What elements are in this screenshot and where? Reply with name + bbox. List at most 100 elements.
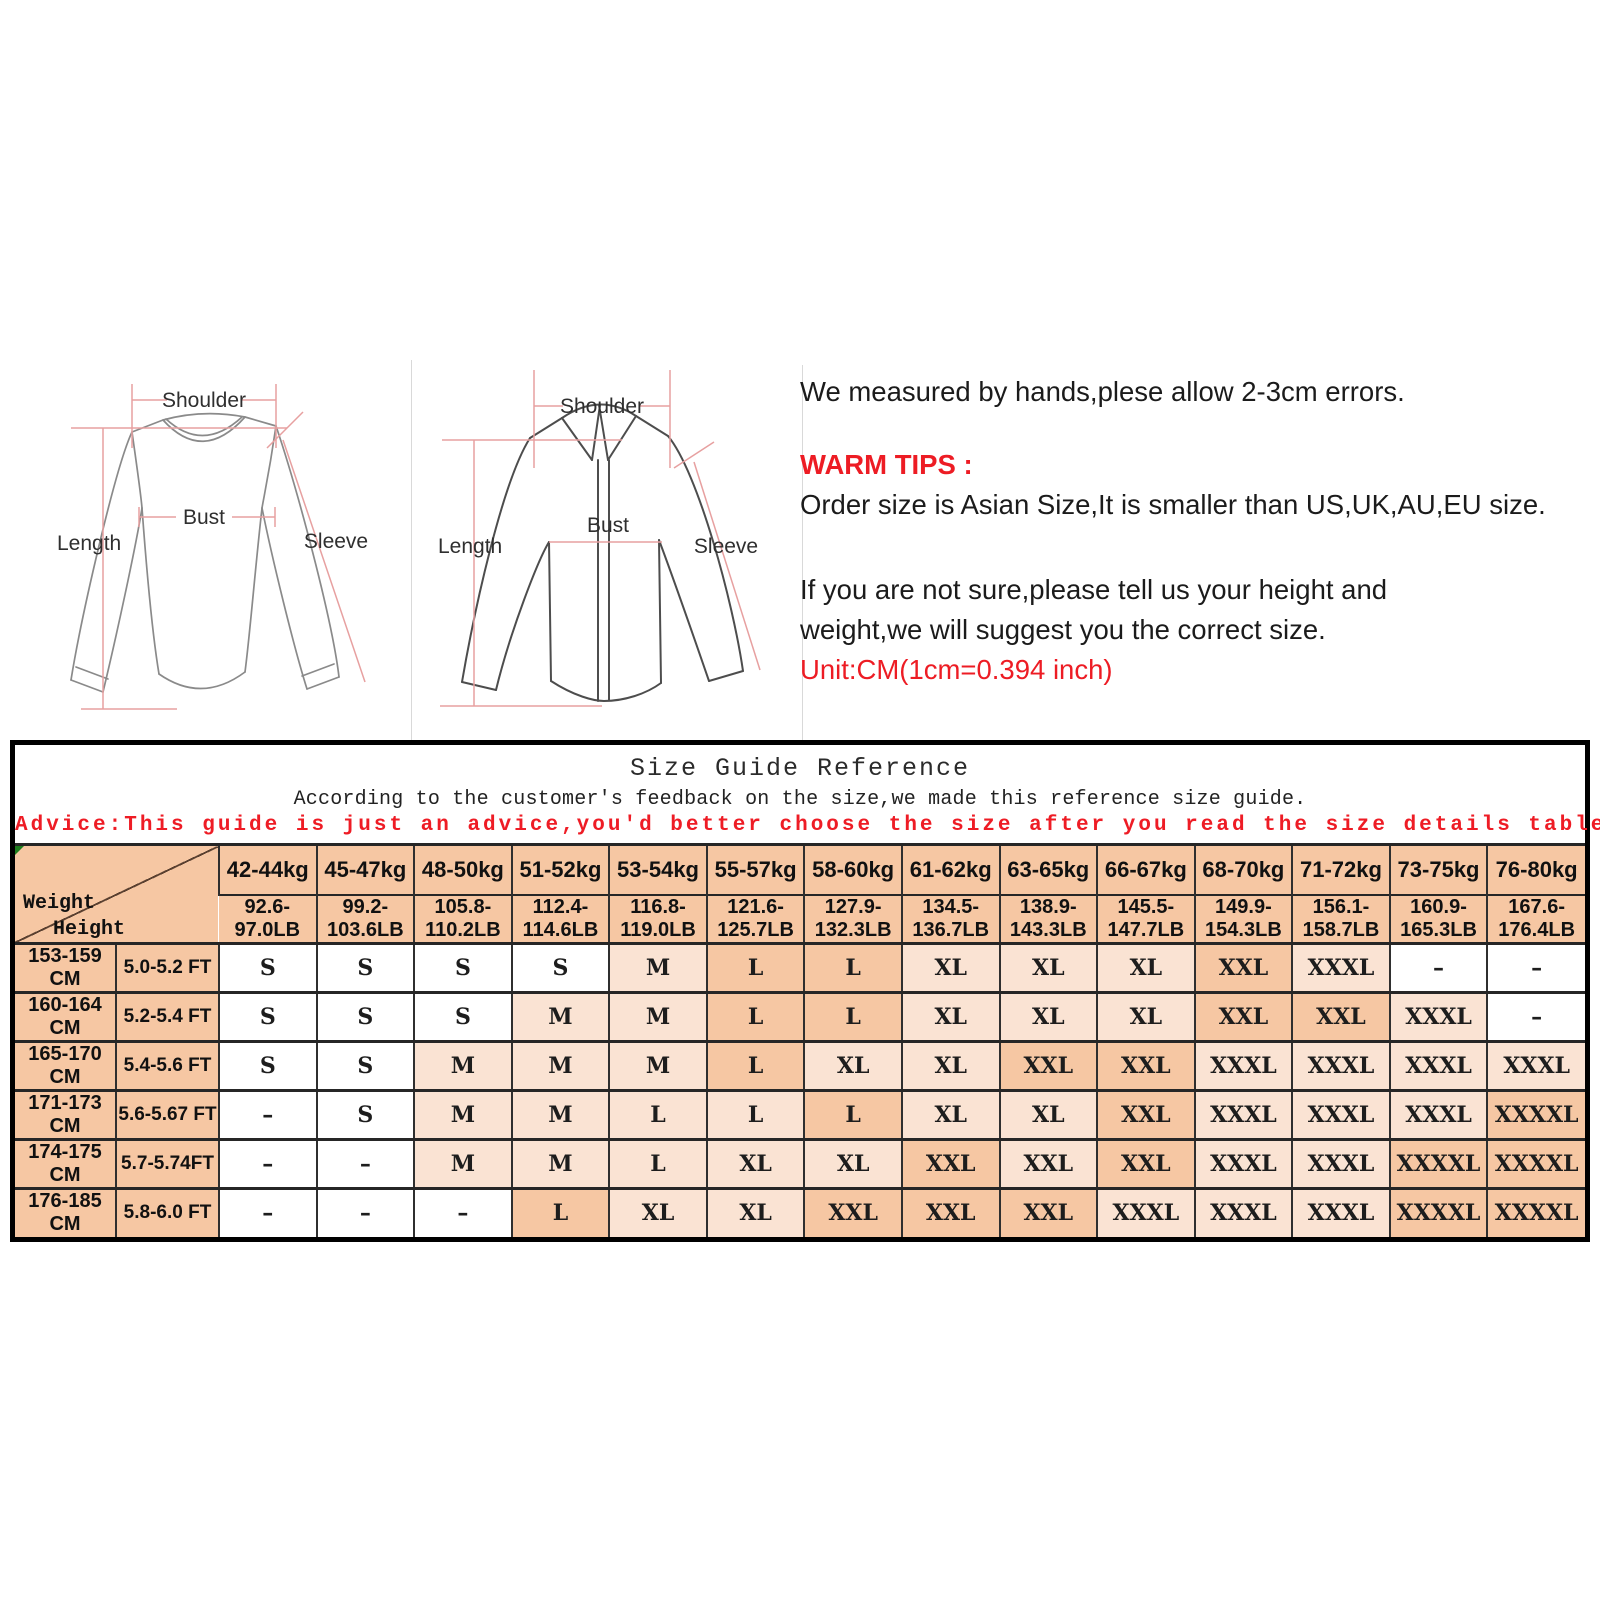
size-cell: – xyxy=(315,1137,415,1188)
height-cm-header: 171-173 CM xyxy=(15,1088,116,1139)
tee-shoulder-label: Shoulder xyxy=(162,389,246,412)
tee-bust-label: Bust xyxy=(183,506,225,529)
cm-unit: CM xyxy=(49,1016,81,1039)
lb-line: 154.3LB xyxy=(1205,918,1282,941)
table-row: 174-175 CM 5.7-5.74FT – – M M L XL XL XXL XXL XXL XXX… xyxy=(15,1137,1585,1188)
weight-kg-header: 71-72kg xyxy=(1291,843,1390,895)
weight-lb-header: 112.4- 114.6LB xyxy=(510,893,610,943)
height-cm-header: 174-175 CM xyxy=(15,1137,116,1188)
size-cell: L xyxy=(608,1088,707,1139)
lb-line: 116.8- xyxy=(630,895,686,918)
size-cell: XXL xyxy=(1096,1137,1195,1188)
table-row: 165-170 CM 5.4-5.6 FT S S M M M L XL XL XXL XXL XXXL X… xyxy=(15,1039,1585,1090)
size-cell: S xyxy=(413,990,512,1041)
cm-range: 176-185 xyxy=(28,1190,102,1213)
lb-line: 147.7LB xyxy=(1107,918,1185,941)
lb-line: 125.7LB xyxy=(717,918,794,941)
size-cell: XL xyxy=(1096,941,1195,992)
shirt-outline xyxy=(461,403,744,702)
lb-line: 103.6LB xyxy=(326,918,404,941)
lb-line: 114.6LB xyxy=(522,918,599,941)
size-cell: XL xyxy=(900,1039,1000,1090)
table-heading: Size Guide Reference According to the cu… xyxy=(15,745,1600,837)
size-cell: M xyxy=(413,1039,512,1090)
tee-length-label: Length xyxy=(57,532,121,555)
size-cell: XXXXL xyxy=(1486,1137,1585,1188)
height-cm-header: 165-170 CM xyxy=(15,1039,116,1090)
size-cell: XXL xyxy=(998,1039,1098,1090)
size-cell: XXXL xyxy=(1291,1137,1390,1188)
size-cell: XXXL xyxy=(1096,1186,1195,1237)
size-cell: XL xyxy=(705,1186,805,1237)
size-cell: M xyxy=(608,1039,707,1090)
weight-kg-header: 45-47kg xyxy=(315,843,415,895)
table-row: 176-185 CM 5.8-6.0 FT – – – L XL XL XXL XXL XXL XXXL… xyxy=(15,1186,1585,1237)
lb-line: 119.0LB xyxy=(620,918,696,941)
size-cell: XXL xyxy=(1096,1039,1195,1090)
size-cell: XXL xyxy=(1193,990,1293,1041)
size-cell: M xyxy=(608,990,707,1041)
weight-lb-header: 167.6- 176.4LB xyxy=(1486,893,1585,943)
corner-weight-label: Weight xyxy=(23,892,96,915)
size-cell: M xyxy=(510,1039,610,1090)
size-cell: XXXL xyxy=(1388,1039,1488,1090)
size-cell: XXXL xyxy=(1486,1039,1585,1090)
lb-line: 110.2LB xyxy=(425,918,501,941)
cm-range: 165-170 xyxy=(28,1042,102,1065)
weight-lb-header: 121.6- 125.7LB xyxy=(705,893,805,943)
weight-lb-header: 145.5- 147.7LB xyxy=(1096,893,1195,943)
size-cell: XXXXL xyxy=(1486,1186,1585,1237)
weight-kg-header: 42-44kg xyxy=(218,843,317,895)
size-cell: M xyxy=(413,1137,512,1188)
lb-line: 160.9- xyxy=(1410,895,1467,918)
size-cell: XL xyxy=(998,990,1098,1041)
weight-lb-header: 149.9- 154.3LB xyxy=(1193,893,1293,943)
size-cell: L xyxy=(705,1039,805,1090)
weight-kg-header: 58-60kg xyxy=(803,843,902,895)
size-cell: XXXXL xyxy=(1388,1186,1488,1237)
size-cell: S xyxy=(315,1088,415,1139)
table-row: 160-164 CM 5.2-5.4 FT S S S M M L L XL XL XL XXL XXL XX… xyxy=(15,990,1585,1041)
size-reference-table: Weight Height 42-44kg 45-47kg 48-50kg 51-52… xyxy=(15,843,1585,1237)
size-cell: XXXL xyxy=(1291,1088,1390,1139)
size-cell: XXXXL xyxy=(1388,1137,1488,1188)
cm-unit: CM xyxy=(49,1065,81,1088)
size-cell: XXL xyxy=(803,1186,902,1237)
weight-kg-header: 73-75kg xyxy=(1388,843,1488,895)
table-row: 171-173 CM 5.6-5.67 FT – S M M L L L XL XL XXL XXXL XX… xyxy=(15,1088,1585,1139)
size-cell: L xyxy=(803,1088,902,1139)
cm-unit: CM xyxy=(49,1163,81,1186)
lb-line: 92.6- xyxy=(244,895,291,918)
lb-line: 105.8- xyxy=(434,895,492,918)
size-cell: XL xyxy=(803,1137,902,1188)
weight-lb-header: 160.9- 165.3LB xyxy=(1388,893,1488,943)
weight-lb-header: 138.9- 143.3LB xyxy=(998,893,1098,943)
size-cell: XL xyxy=(705,1137,805,1188)
shirt-measurement-diagram: Shoulder Bust Length Sleeve xyxy=(438,370,761,707)
size-cell: S xyxy=(413,941,512,992)
size-cell: XXL xyxy=(900,1186,1000,1237)
shirt-sleeve-label: Sleeve xyxy=(694,535,758,558)
shirt-shoulder-label: Shoulder xyxy=(560,395,644,418)
weight-lb-header: 156.1- 158.7LB xyxy=(1291,893,1390,943)
table-advice: Advice:This guide is just an advice,you'… xyxy=(15,814,1600,837)
size-cell: XL xyxy=(900,941,1000,992)
lb-line: 158.7LB xyxy=(1302,918,1380,941)
size-cell: L xyxy=(510,1186,610,1237)
cm-range: 174-175 xyxy=(28,1140,102,1163)
size-cell: XL xyxy=(1096,990,1195,1041)
weight-lb-header: 105.8- 110.2LB xyxy=(413,893,512,943)
lb-line: 156.1- xyxy=(1312,895,1370,918)
suggest-line-1: If you are not sure,please tell us your … xyxy=(800,574,1388,605)
size-cell: XXXL xyxy=(1388,990,1488,1041)
size-cell: XXL xyxy=(1096,1088,1195,1139)
cm-range: 153-159 xyxy=(28,944,102,967)
height-ft-header: 5.7-5.74FT xyxy=(115,1137,219,1188)
weight-height-corner-cell: Weight Height xyxy=(15,843,219,943)
weight-kg-header: 53-54kg xyxy=(608,843,707,895)
weight-lb-header: 92.6- 97.0LB xyxy=(219,893,317,943)
weight-kg-header: 48-50kg xyxy=(413,843,512,895)
warm-tips-title: WARM TIPS : xyxy=(800,449,973,480)
size-cell: S xyxy=(315,990,415,1041)
size-cell: XL xyxy=(998,1088,1098,1139)
